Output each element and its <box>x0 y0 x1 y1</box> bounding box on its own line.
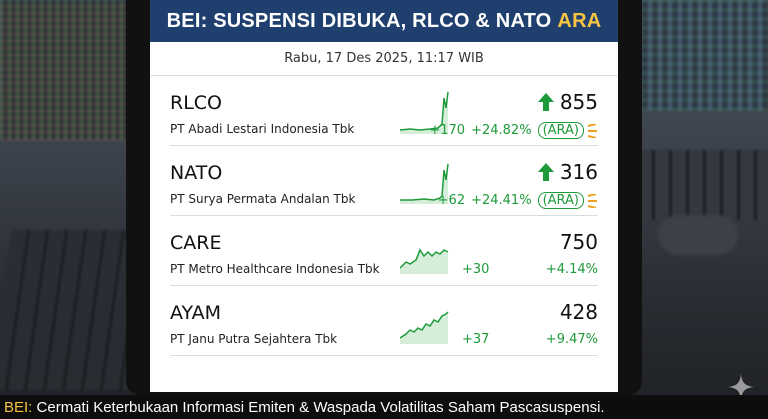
stock-price: 428 <box>559 300 598 324</box>
background-keyboard-right <box>638 150 768 220</box>
stock-company: PT Abadi Lestari Indonesia Tbk <box>170 122 355 136</box>
background-monitor-left <box>0 0 130 140</box>
sparkline-chart-icon <box>400 311 449 344</box>
page-title: BEI: SUSPENSI DIBUKA, RLCO & NATO ARA <box>150 0 618 42</box>
stock-ticker: RLCO <box>170 92 223 114</box>
highlight-rays-icon <box>587 193 597 208</box>
phone-screen: BEI: SUSPENSI DIBUKA, RLCO & NATO ARA Ra… <box>150 0 618 392</box>
stock-company: PT Surya Permata Andalan Tbk <box>170 192 356 206</box>
stock-row-rlco[interactable]: RLCO PT Abadi Lestari Indonesia Tbk 855 … <box>170 76 598 146</box>
stock-ticker: AYAM <box>170 302 222 324</box>
stock-change-abs: +30 <box>462 262 490 277</box>
stock-change-abs: +37 <box>462 332 490 347</box>
stock-change-abs: +170 <box>429 123 466 138</box>
ara-badge: (ARA) <box>537 122 584 139</box>
ticker-lead: BEI: <box>4 398 33 416</box>
stock-change-pct: +24.41% <box>471 193 532 208</box>
stock-row-ayam[interactable]: AYAM PT Janu Putra Sejahtera Tbk 428 +37… <box>170 286 598 356</box>
stock-price: 316 <box>559 160 598 184</box>
ara-badge: (ARA) <box>537 192 584 209</box>
news-ticker-bar: BEI: Cermati Keterbukaan Informasi Emite… <box>0 395 768 419</box>
highlight-rays-icon <box>587 123 597 138</box>
stock-price: 855 <box>559 90 598 114</box>
ticker-text: Cermati Keterbukaan Informasi Emiten & W… <box>36 398 605 416</box>
title-highlight: ARA <box>557 9 602 32</box>
background-mouse <box>658 215 738 255</box>
stock-row-care[interactable]: CARE PT Metro Healthcare Indonesia Tbk 7… <box>170 216 598 286</box>
stock-ticker: NATO <box>170 162 223 184</box>
sparkline-chart-icon <box>400 248 449 274</box>
sparkline-chart-icon <box>400 91 449 134</box>
up-arrow-icon <box>537 93 554 111</box>
title-main: BEI: SUSPENSI DIBUKA, RLCO & NATO <box>166 9 552 32</box>
stock-change-pct: +4.14% <box>545 262 598 277</box>
sparkline-chart-icon <box>400 163 449 204</box>
stock-change-abs: +62 <box>437 193 466 208</box>
stock-list: RLCO PT Abadi Lestari Indonesia Tbk 855 … <box>150 76 618 356</box>
stock-row-nato[interactable]: NATO PT Surya Permata Andalan Tbk 316 +6… <box>170 146 598 216</box>
stock-ticker: CARE <box>170 232 222 254</box>
date-timestamp: Rabu, 17 Des 2025, 11:17 WIB <box>150 42 618 76</box>
stock-price: 750 <box>559 230 598 254</box>
stock-change-pct: +9.47% <box>545 332 598 347</box>
up-arrow-icon <box>537 163 554 181</box>
stock-company: PT Metro Healthcare Indonesia Tbk <box>170 262 380 276</box>
stock-company: PT Janu Putra Sejahtera Tbk <box>170 332 338 346</box>
stock-change-pct: +24.82% <box>471 123 532 138</box>
background-monitor-right <box>638 0 768 110</box>
sparkle-icon <box>728 374 754 400</box>
